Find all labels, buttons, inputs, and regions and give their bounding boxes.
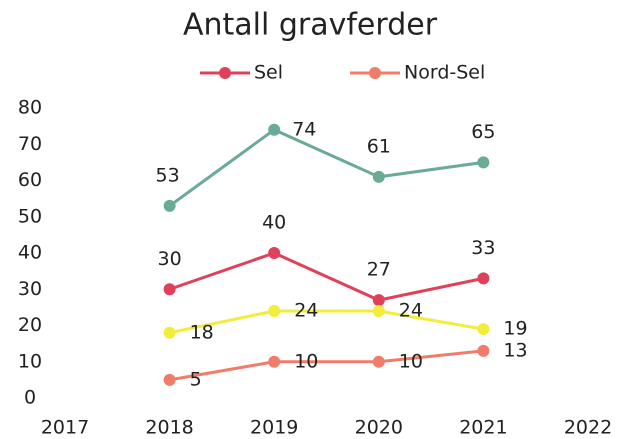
point <box>268 123 281 136</box>
data-label: 24 <box>399 300 423 322</box>
point <box>372 305 385 317</box>
y-tick-label: 80 <box>18 97 42 119</box>
x-tick-label: 2018 <box>145 417 193 439</box>
data-label: 33 <box>471 237 495 259</box>
y-tick-label: 10 <box>18 350 42 372</box>
y-tick-label: 70 <box>18 133 42 155</box>
y-tick-label: 40 <box>18 242 42 264</box>
legend-marker <box>369 67 381 79</box>
point <box>163 326 176 339</box>
point <box>477 272 490 285</box>
point <box>268 247 281 259</box>
point <box>372 170 385 183</box>
series-line <box>169 251 484 302</box>
point <box>372 294 385 307</box>
data-label: 53 <box>156 164 180 186</box>
data-label: 18 <box>190 321 214 343</box>
data-label: 30 <box>158 248 182 270</box>
x-tick-label: 2021 <box>459 417 507 439</box>
point <box>477 156 490 169</box>
data-label: 10 <box>399 350 423 372</box>
data-label: 5 <box>190 368 202 390</box>
data-label: 10 <box>294 350 318 372</box>
x-tick-label: 2019 <box>250 417 298 439</box>
data-label: 40 <box>262 212 286 234</box>
data-label: 13 <box>503 339 527 361</box>
legend-label: Sel <box>254 62 283 84</box>
y-tick-label: 30 <box>18 278 42 300</box>
x-tick-label: 2017 <box>41 417 89 439</box>
point <box>268 305 281 317</box>
x-tick-label: 2020 <box>355 417 403 439</box>
series-line <box>169 349 484 382</box>
data-label: 19 <box>503 318 527 340</box>
series-line <box>168 128 484 208</box>
y-tick-label: 20 <box>18 314 42 336</box>
point <box>477 323 490 336</box>
data-label: 61 <box>367 135 391 157</box>
data-label: 27 <box>367 259 391 281</box>
legend-label: Nord-Sel <box>404 62 485 84</box>
data-label: 74 <box>292 118 316 140</box>
point <box>268 355 281 368</box>
legend-marker <box>219 67 231 79</box>
y-tick-label: 0 <box>24 387 36 409</box>
point <box>163 199 176 212</box>
y-tick-label: 60 <box>18 169 42 191</box>
y-tick-label: 50 <box>18 205 42 227</box>
point <box>372 355 385 368</box>
series-line <box>169 309 484 335</box>
data-label: 24 <box>294 300 318 322</box>
chart-title: Antall gravferder <box>183 8 438 43</box>
point <box>163 373 176 386</box>
data-label: 65 <box>471 121 495 143</box>
x-tick-label: 2022 <box>564 417 612 439</box>
point <box>163 283 176 296</box>
point <box>477 344 490 357</box>
